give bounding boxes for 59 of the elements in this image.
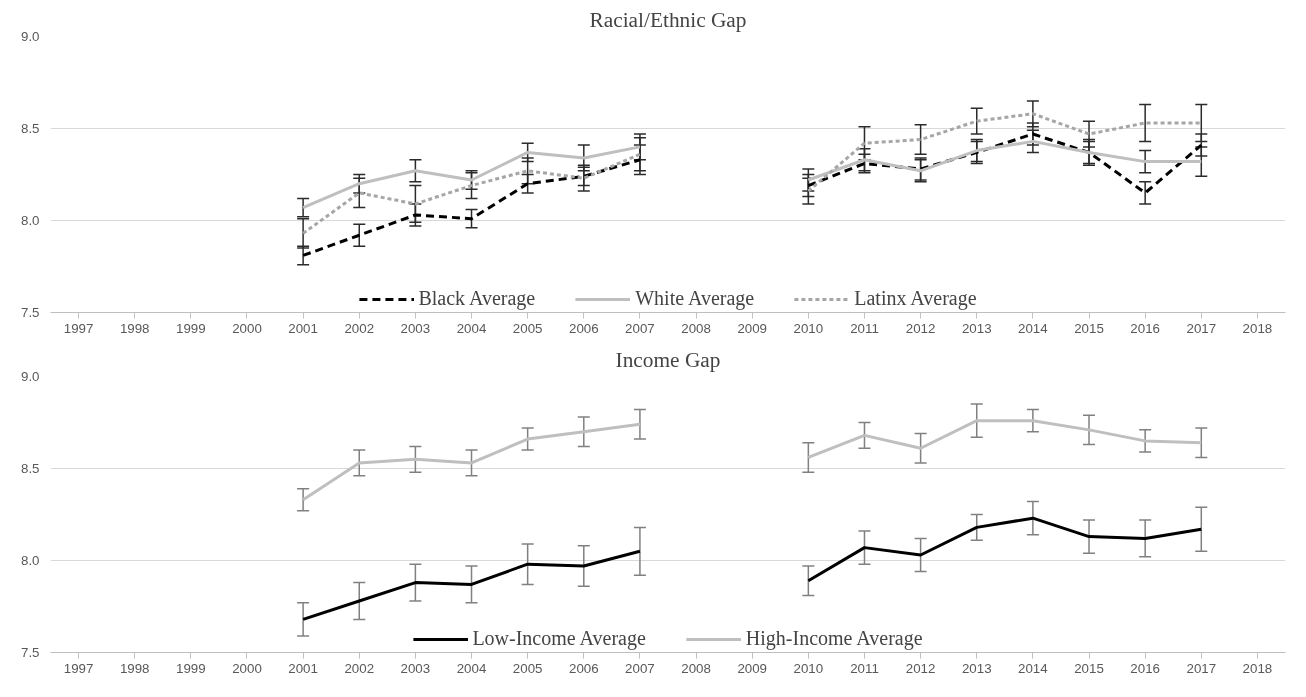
y-tick-label: 9.0 bbox=[20, 369, 40, 384]
x-tick-label: 2001 bbox=[288, 660, 318, 676]
x-tick-label: 2018 bbox=[1242, 660, 1273, 676]
x-tick-label: 2011 bbox=[850, 320, 879, 336]
x-tick-label: 2006 bbox=[568, 660, 599, 676]
y-tick-label: 7.5 bbox=[20, 305, 40, 320]
legend-label: High-Income Average bbox=[745, 627, 923, 650]
x-tick-label: 2009 bbox=[737, 320, 768, 336]
x-tick-label: 2007 bbox=[625, 320, 655, 336]
x-tick-label: 2012 bbox=[905, 320, 936, 336]
y-tick-label: 8.0 bbox=[20, 213, 40, 228]
y-tick-label: 7.5 bbox=[20, 645, 40, 660]
x-tick-label: 2001 bbox=[288, 320, 318, 336]
x-tick-label: 1997 bbox=[63, 660, 94, 676]
y-tick-label: 8.5 bbox=[20, 121, 40, 136]
y-tick-label: 8.5 bbox=[20, 461, 40, 476]
x-tick-label: 2013 bbox=[961, 320, 992, 336]
y-tick-label: 8.0 bbox=[20, 553, 40, 568]
x-tick-label: 2008 bbox=[681, 660, 711, 676]
legend-label: Black Average bbox=[418, 287, 536, 310]
x-tick-label: 2016 bbox=[1130, 660, 1160, 676]
x-tick-label: 2009 bbox=[737, 660, 768, 676]
y-tick-label: 9.0 bbox=[20, 29, 40, 44]
x-tick-label: 2016 bbox=[1130, 320, 1160, 336]
x-tick-label: 1998 bbox=[119, 320, 150, 336]
x-tick-label: 2005 bbox=[512, 320, 543, 336]
chart-title: Racial/Ethnic Gap bbox=[589, 7, 747, 32]
legend-label: Low-Income Average bbox=[472, 627, 646, 650]
legend-label: White Average bbox=[635, 287, 755, 310]
x-tick-label: 2000 bbox=[232, 320, 262, 336]
x-tick-label: 2004 bbox=[456, 320, 487, 336]
x-tick-label: 2005 bbox=[512, 660, 543, 676]
x-tick-label: 2008 bbox=[681, 320, 711, 336]
x-tick-label: 2003 bbox=[400, 320, 431, 336]
x-tick-label: 1999 bbox=[176, 320, 206, 336]
x-tick-label: 2007 bbox=[625, 660, 655, 676]
x-tick-label: 2014 bbox=[1018, 320, 1049, 336]
x-tick-label: 2017 bbox=[1186, 660, 1217, 676]
legend-label: Latinx Average bbox=[854, 287, 977, 310]
chart-title: Income Gap bbox=[615, 347, 721, 372]
x-tick-label: 2017 bbox=[1186, 320, 1217, 336]
x-tick-label: 2015 bbox=[1074, 660, 1104, 676]
x-tick-label: 2006 bbox=[568, 320, 599, 336]
x-tick-label: 2002 bbox=[344, 320, 375, 336]
x-tick-label: 2015 bbox=[1074, 320, 1104, 336]
x-tick-label: 2002 bbox=[344, 660, 375, 676]
x-tick-label: 2013 bbox=[961, 660, 992, 676]
x-tick-label: 1999 bbox=[176, 660, 206, 676]
x-tick-label: 2014 bbox=[1018, 660, 1049, 676]
x-tick-label: 2012 bbox=[905, 660, 936, 676]
x-tick-label: 2003 bbox=[400, 660, 431, 676]
x-tick-label: 2010 bbox=[793, 660, 824, 676]
x-tick-label: 2000 bbox=[232, 660, 262, 676]
x-tick-label: 2010 bbox=[793, 320, 824, 336]
x-tick-label: 2011 bbox=[850, 660, 879, 676]
x-tick-label: 1997 bbox=[63, 320, 94, 336]
x-tick-label: 2004 bbox=[456, 660, 487, 676]
x-tick-label: 2018 bbox=[1242, 320, 1273, 336]
x-tick-label: 1998 bbox=[119, 660, 150, 676]
